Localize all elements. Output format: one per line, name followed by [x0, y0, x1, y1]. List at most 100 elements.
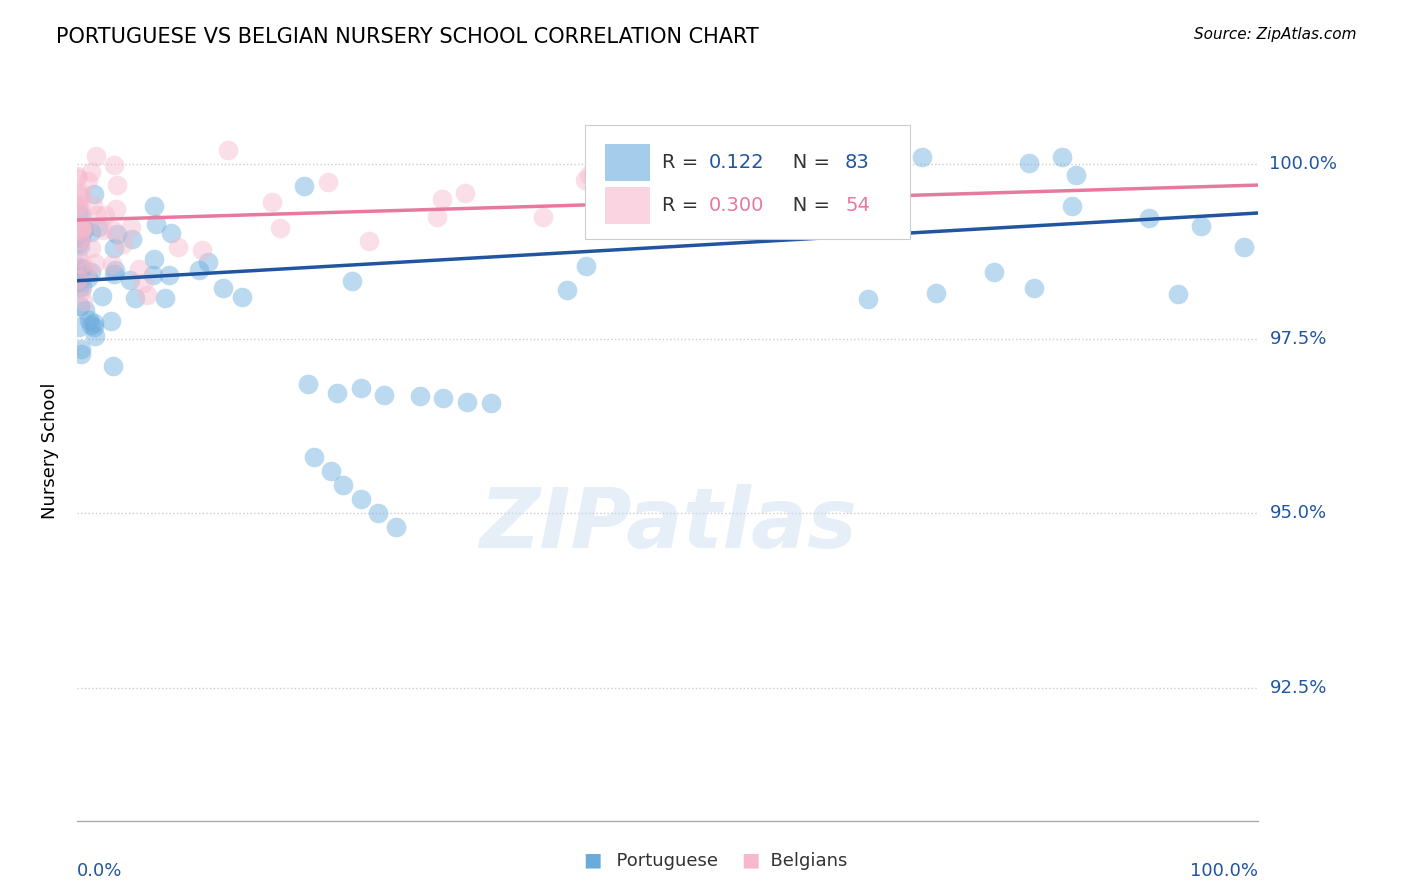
Text: ■: ■	[741, 851, 759, 870]
Point	[70, 343, 93, 357]
Point	[212, 281, 235, 295]
Point	[69, 186, 91, 201]
Point	[83, 319, 105, 334]
Point	[983, 265, 1005, 279]
Text: 83: 83	[845, 153, 870, 172]
Point	[111, 236, 134, 251]
Text: 100.0%: 100.0%	[1191, 863, 1258, 880]
Point	[100, 313, 122, 327]
Point	[77, 271, 100, 285]
Point	[103, 223, 125, 237]
Point	[153, 291, 176, 305]
Point	[555, 283, 578, 297]
Point	[409, 389, 432, 403]
Point	[302, 450, 325, 465]
Point	[66, 271, 89, 285]
Point	[145, 218, 167, 232]
Point	[260, 195, 283, 210]
Point	[217, 143, 239, 157]
Point	[70, 224, 93, 238]
Point	[84, 256, 107, 270]
Point	[1022, 280, 1045, 294]
Point	[66, 250, 89, 264]
Text: 54: 54	[845, 196, 870, 215]
Point	[574, 173, 596, 187]
Text: Source: ZipAtlas.com: Source: ZipAtlas.com	[1194, 27, 1357, 42]
Point	[69, 220, 91, 235]
Point	[1167, 287, 1189, 301]
Point	[269, 221, 291, 235]
Point	[69, 211, 91, 226]
Point	[157, 268, 180, 282]
Point	[72, 294, 94, 309]
Point	[167, 240, 190, 254]
Point	[66, 198, 89, 212]
Point	[454, 186, 477, 200]
Text: N =: N =	[775, 196, 837, 215]
Point	[103, 241, 125, 255]
Point	[350, 492, 373, 507]
Point	[132, 276, 155, 290]
Text: N =: N =	[775, 153, 837, 172]
Point	[70, 231, 93, 245]
Point	[69, 299, 91, 313]
Point	[141, 268, 163, 282]
Point	[86, 208, 108, 222]
Point	[91, 223, 114, 237]
FancyBboxPatch shape	[605, 187, 650, 224]
Point	[90, 289, 112, 303]
Text: 97.5%: 97.5%	[1270, 330, 1327, 348]
Point	[80, 318, 103, 333]
Point	[72, 260, 94, 275]
Text: ZIPatlas: ZIPatlas	[479, 484, 856, 565]
Point	[357, 234, 380, 248]
Text: R =: R =	[662, 196, 704, 215]
Point	[350, 381, 373, 395]
Point	[911, 150, 934, 164]
Point	[1062, 199, 1084, 213]
Point	[321, 464, 343, 478]
Point	[105, 227, 128, 241]
Text: 0.0%: 0.0%	[77, 863, 122, 880]
Point	[101, 359, 124, 373]
Point	[432, 391, 454, 405]
Point	[856, 292, 879, 306]
Point	[120, 219, 142, 234]
Point	[100, 257, 122, 271]
Point	[69, 201, 91, 215]
Point	[66, 171, 89, 186]
Point	[67, 279, 90, 293]
Point	[332, 478, 354, 492]
Point	[373, 387, 395, 401]
Point	[70, 257, 93, 271]
Point	[83, 317, 105, 331]
Point	[69, 262, 91, 277]
Point	[82, 198, 104, 212]
Point	[326, 386, 349, 401]
Point	[479, 396, 502, 410]
Point	[142, 199, 165, 213]
Point	[104, 202, 127, 216]
Point	[70, 221, 93, 235]
Point	[94, 208, 117, 222]
Point	[575, 259, 598, 273]
Text: 0.122: 0.122	[709, 153, 765, 172]
Point	[79, 165, 101, 179]
Point	[578, 168, 600, 182]
Point	[105, 178, 128, 192]
Point	[70, 347, 93, 361]
Point	[66, 169, 89, 184]
Point	[925, 285, 948, 300]
Point	[69, 239, 91, 253]
Point	[124, 291, 146, 305]
Point	[69, 189, 91, 203]
Text: PORTUGUESE VS BELGIAN NURSERY SCHOOL CORRELATION CHART: PORTUGUESE VS BELGIAN NURSERY SCHOOL COR…	[56, 27, 759, 46]
Point	[430, 192, 453, 206]
Point	[80, 225, 103, 239]
Point	[76, 264, 98, 278]
Point	[75, 219, 97, 233]
Text: Belgians: Belgians	[759, 852, 848, 870]
FancyBboxPatch shape	[585, 125, 910, 239]
Text: 92.5%: 92.5%	[1270, 679, 1327, 697]
Point	[66, 276, 89, 290]
